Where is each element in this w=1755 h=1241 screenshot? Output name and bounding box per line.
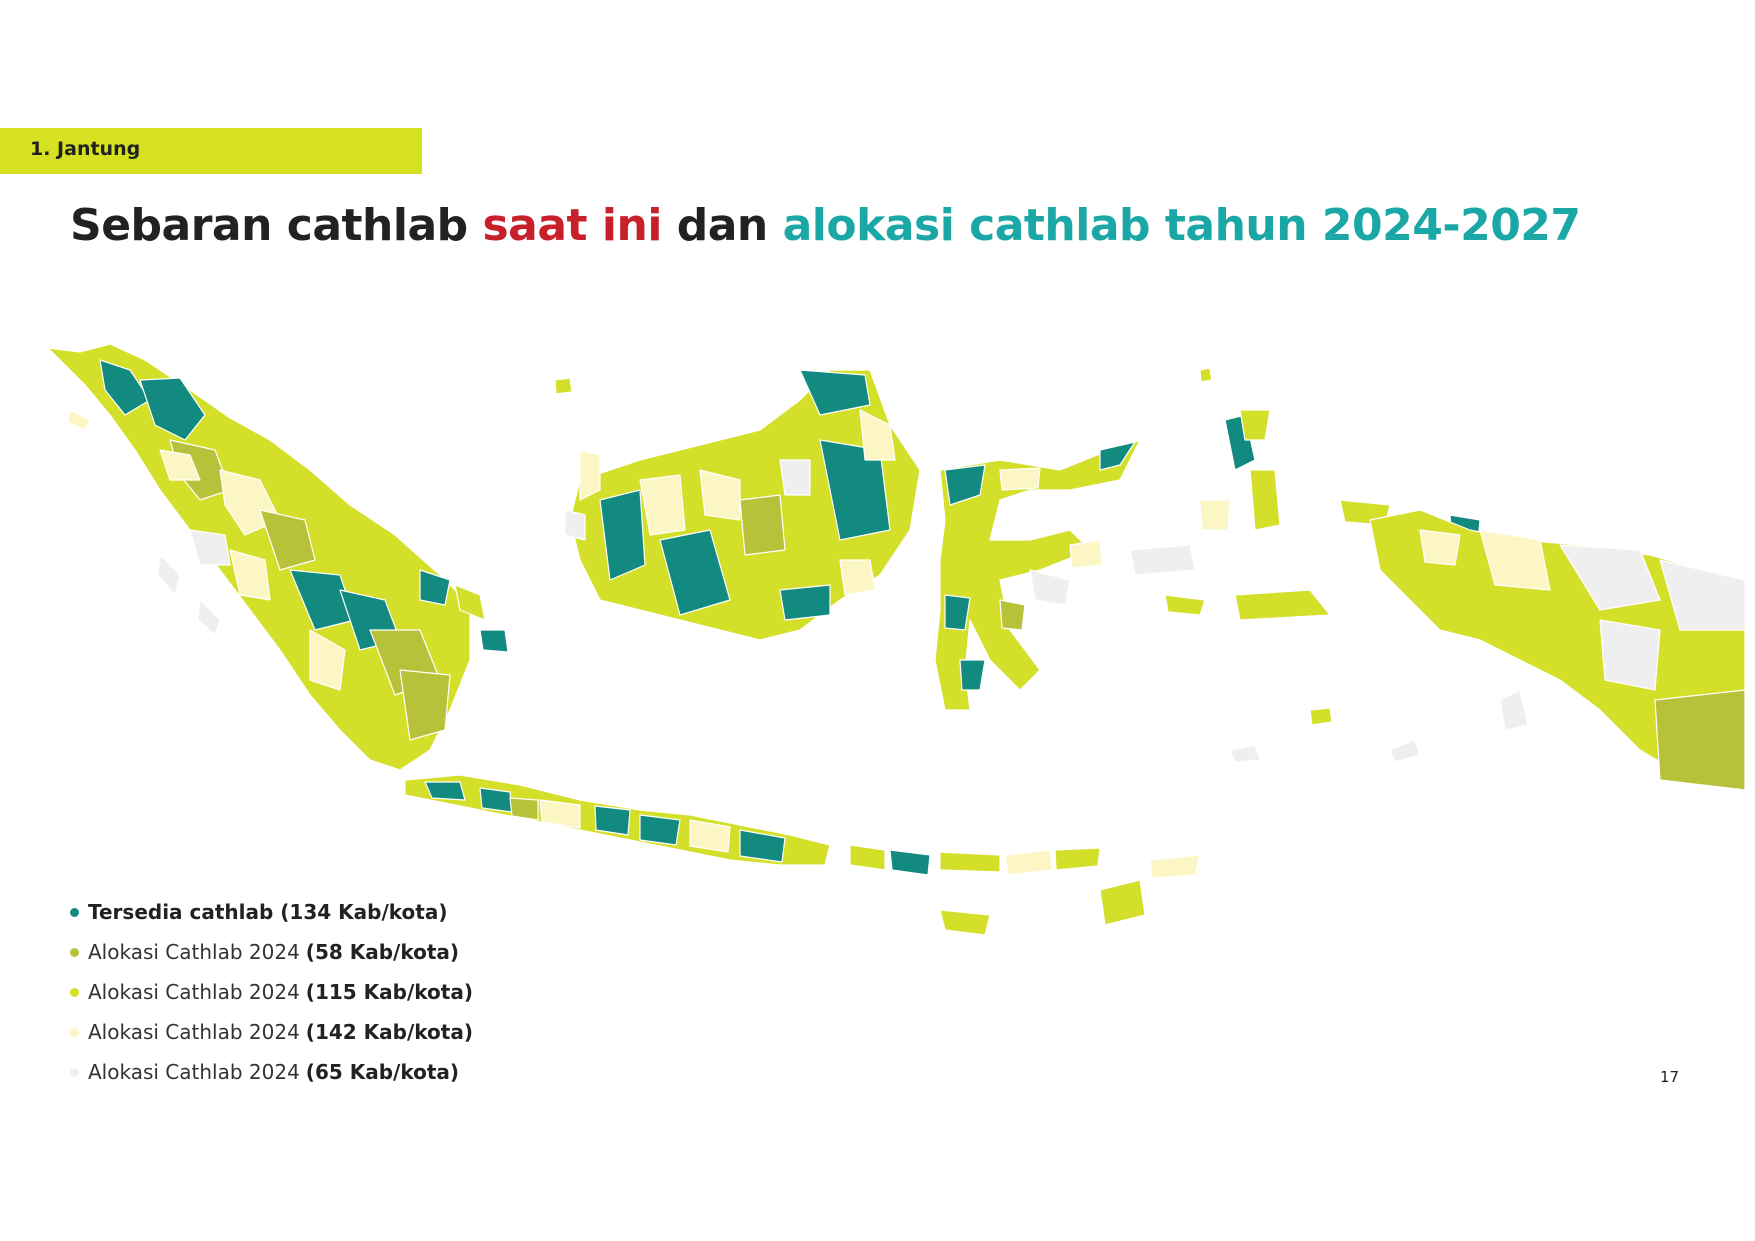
legend-dot-alokasi-58: [70, 947, 79, 957]
legend-label: Alokasi Cathlab 2024: [88, 1060, 300, 1084]
legend-item-alokasi-58: Alokasi Cathlab 2024 (58 Kab/kota): [70, 932, 590, 972]
title-part-teal: alokasi cathlab tahun 2024-2027: [782, 200, 1581, 251]
page-title: Sebaran cathlab saat ini dan alokasi cat…: [70, 200, 1581, 251]
legend-dot-alokasi-142: [70, 1027, 79, 1037]
section-tag-label: 1. Jantung: [30, 138, 141, 160]
legend-count: (58 Kab/kota): [305, 940, 460, 964]
indonesia-map: [47, 343, 1746, 936]
legend-count: (65 Kab/kota): [305, 1060, 460, 1084]
legend-count: (142 Kab/kota): [305, 1020, 473, 1044]
legend-count: (115 Kab/kota): [305, 980, 473, 1004]
legend-dot-alokasi-65: [70, 1067, 79, 1077]
legend-label: Alokasi Cathlab 2024: [88, 940, 300, 964]
page-number: 17: [1660, 1068, 1680, 1086]
title-part-black-2: dan: [676, 200, 769, 251]
legend-label: Alokasi Cathlab 2024: [88, 1020, 300, 1044]
legend-item-alokasi-142: Alokasi Cathlab 2024 (142 Kab/kota): [70, 1012, 590, 1052]
title-part-black-1: Sebaran cathlab: [70, 200, 468, 251]
legend-label: Alokasi Cathlab 2024: [88, 980, 300, 1004]
legend-item-alokasi-65: Alokasi Cathlab 2024 (65 Kab/kota): [70, 1052, 590, 1092]
legend-item-tersedia: Tersedia cathlab (134 Kab/kota): [70, 892, 590, 932]
legend-dot-alokasi-115: [70, 987, 79, 997]
region-sulawesi: [934, 439, 1141, 711]
map-legend: Tersedia cathlab (134 Kab/kota) Alokasi …: [70, 892, 590, 1092]
title-part-red: saat ini: [482, 200, 662, 251]
legend-label: Tersedia cathlab (134 Kab/kota): [88, 900, 448, 924]
legend-item-alokasi-115: Alokasi Cathlab 2024 (115 Kab/kota): [70, 972, 590, 1012]
section-tag: 1. Jantung: [0, 128, 422, 174]
legend-dot-tersedia: [70, 907, 79, 917]
